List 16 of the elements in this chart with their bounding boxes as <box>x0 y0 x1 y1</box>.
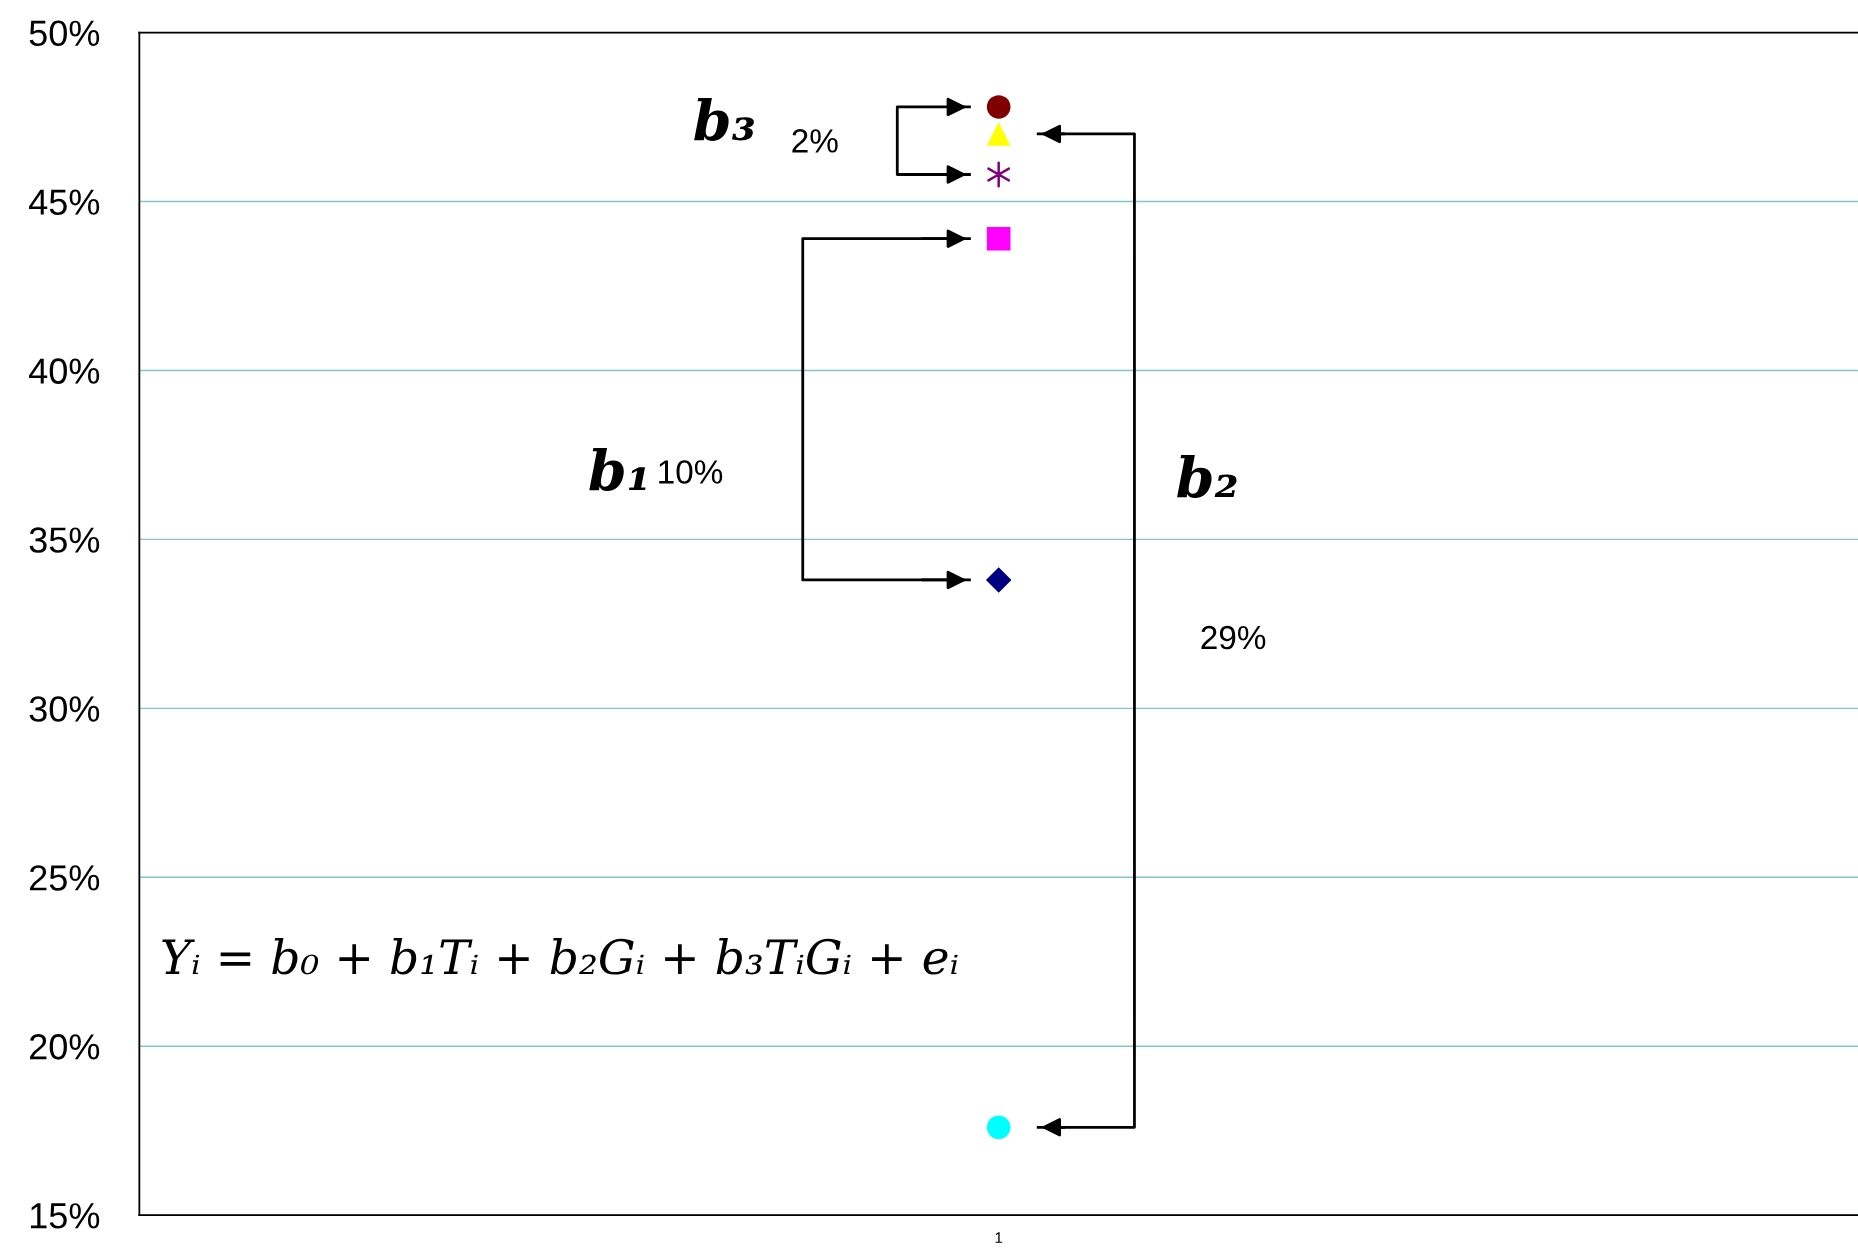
y-tick-label: 25% <box>30 865 100 891</box>
annotation: b₂ <box>1177 455 1237 499</box>
y-tick-label: 20% <box>30 1034 100 1060</box>
annotation: 2% <box>792 129 838 153</box>
annotation: 10% <box>659 460 723 484</box>
annotation: b₃ <box>694 97 754 141</box>
x-tick-label: 1 <box>995 1232 1003 1243</box>
y-tick-label: 50% <box>29 20 100 47</box>
y-tick-label: 15% <box>30 1203 100 1229</box>
annotation: b₁ <box>589 447 646 491</box>
annotation: Yᵢ = b₀ + b₁Tᵢ + b₂Gᵢ + b₃TᵢGᵢ + eᵢ <box>162 938 958 975</box>
y-tick-label: 35% <box>29 527 100 553</box>
y-tick-label: 40% <box>29 358 100 384</box>
y-tick-label: 30% <box>29 696 100 722</box>
annotation: 29% <box>1201 625 1266 650</box>
y-tick-label: 45% <box>29 189 100 215</box>
